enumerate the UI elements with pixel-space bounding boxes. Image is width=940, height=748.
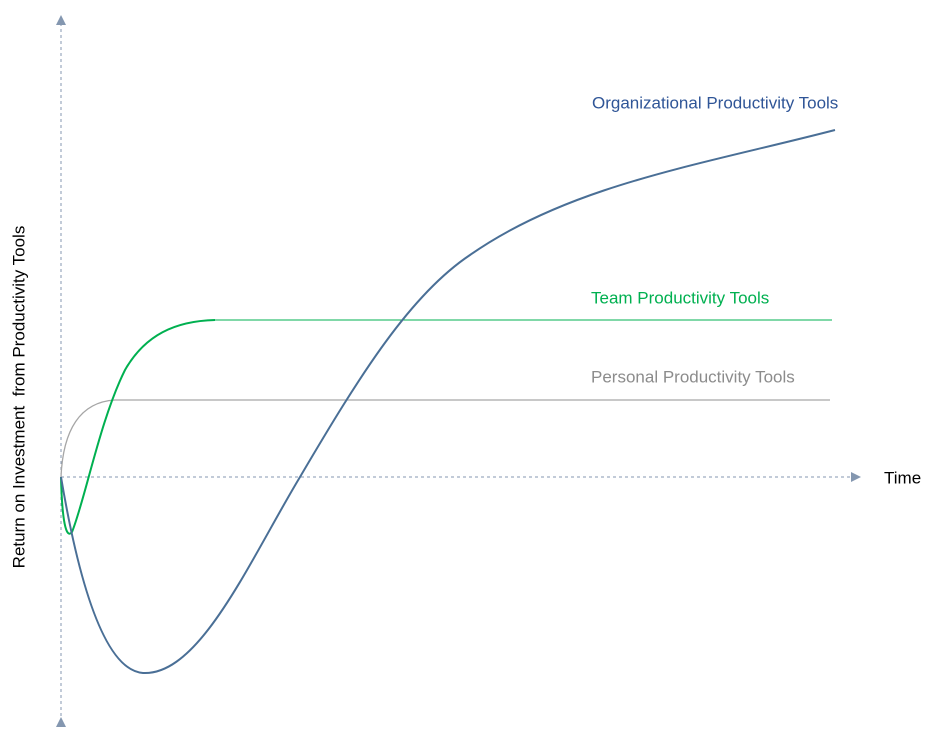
curve-label: Team Productivity Tools xyxy=(591,288,769,307)
y-axis-label: Return on Investment from Productivity T… xyxy=(9,226,28,569)
personal-curve xyxy=(60,399,830,478)
curve-label: Personal Productivity Tools xyxy=(591,367,795,386)
curve-label: Organizational Productivity Tools xyxy=(592,93,838,112)
team-curve xyxy=(60,319,216,535)
x-axis-label: Time xyxy=(884,468,921,487)
organizational-curve xyxy=(60,129,836,675)
